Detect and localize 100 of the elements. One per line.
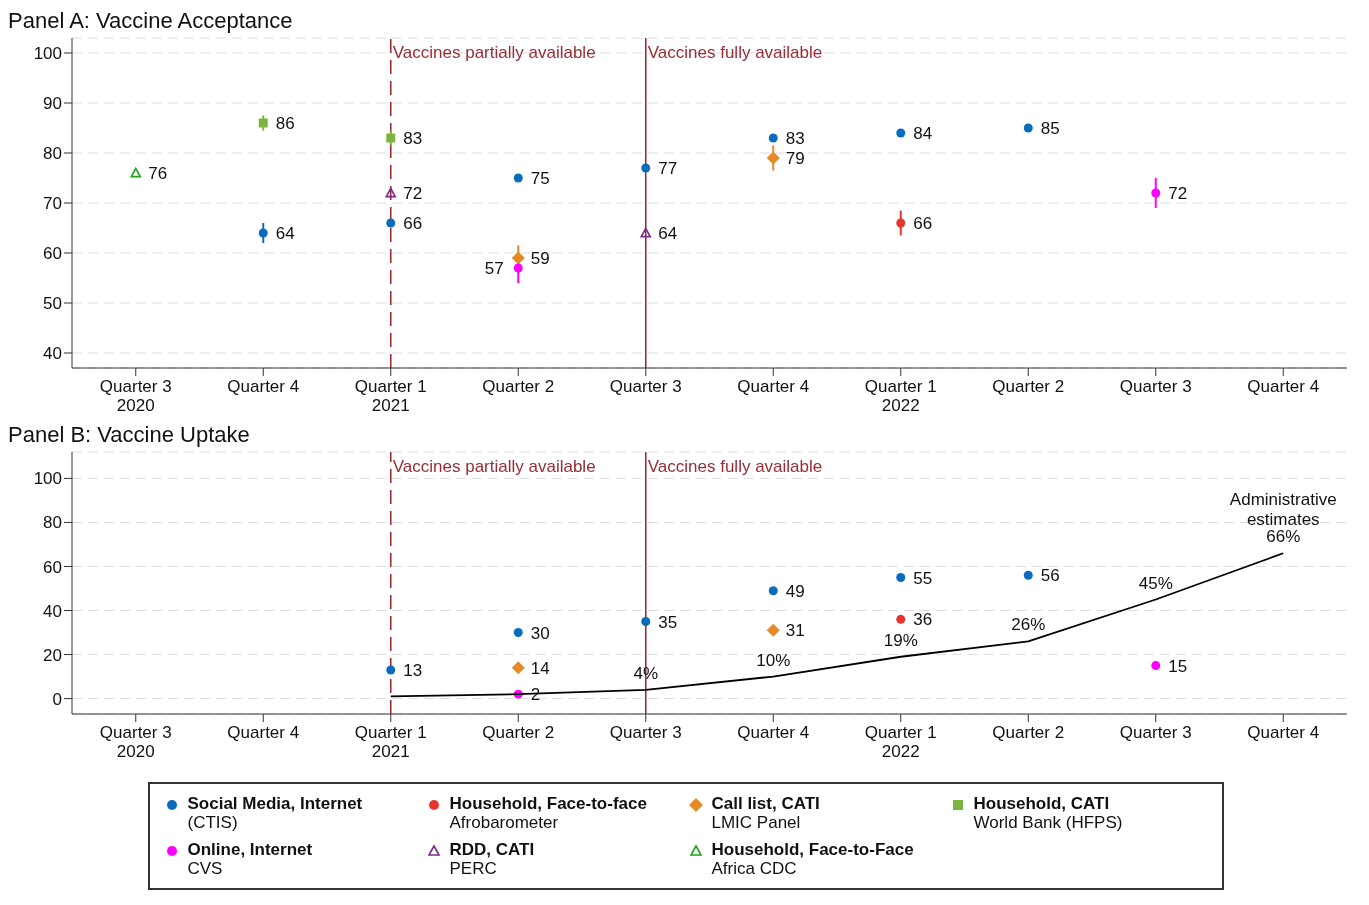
point [513, 173, 523, 183]
data-label: 66 [913, 214, 933, 234]
x-tick-label: Quarter 3 2020 [99, 723, 172, 761]
data-label: 72 [1168, 184, 1188, 204]
data-label: 10% [756, 650, 791, 670]
data-label: 77 [658, 159, 678, 179]
legend-label: Social Media, Internet (CTIS) [187, 794, 363, 832]
data-label: 26% [1011, 615, 1046, 635]
chart-title: Panel B: Vaccine Uptake [8, 422, 251, 448]
point [258, 228, 268, 238]
data-label: 66 [403, 214, 423, 234]
legend-label: RDD, CATI PERC [449, 840, 535, 878]
data-label: 55 [913, 568, 933, 588]
x-tick-label: Quarter 3 [1119, 377, 1192, 396]
x-tick-label: Quarter 1 2021 [354, 723, 427, 761]
point [130, 167, 142, 178]
x-tick-label: Quarter 4 [227, 723, 300, 742]
y-tick-label: 40 [43, 601, 62, 621]
point [768, 586, 778, 596]
data-label: 83 [403, 129, 423, 149]
ref-line-label: Vaccines partially available [392, 457, 596, 476]
legend-label: Household, CATI World Bank (HFPS) [973, 794, 1123, 832]
data-label: 85 [1040, 119, 1060, 139]
data-label: 30 [530, 623, 550, 643]
data-label: 72 [403, 184, 423, 204]
x-tick-label: Quarter 3 [609, 377, 682, 396]
y-tick-label: 40 [43, 344, 62, 364]
data-label: 31 [785, 621, 805, 641]
data-label: 59 [530, 249, 550, 269]
x-tick-label: Quarter 3 [609, 723, 682, 742]
point [1023, 123, 1033, 133]
x-tick-label: Quarter 4 [737, 377, 810, 396]
point [385, 187, 397, 198]
data-label: 36 [913, 610, 933, 630]
x-tick-label: Quarter 1 2021 [354, 377, 427, 415]
point [386, 665, 396, 675]
point [386, 133, 396, 143]
y-tick-label: 50 [43, 294, 62, 314]
x-tick-label: Quarter 2 [992, 723, 1065, 742]
y-tick-label: 80 [43, 513, 62, 533]
legend-label: Household, Face-to-face Afrobarometer [449, 794, 647, 832]
data-label: 13 [403, 661, 423, 680]
x-tick-label: Quarter 4 [1247, 377, 1320, 396]
y-tick-label: 60 [43, 244, 62, 264]
legend-label: Online, Internet CVS [187, 840, 313, 878]
point [896, 614, 906, 624]
data-label: 64 [275, 224, 295, 244]
point [766, 151, 780, 165]
text: Administrative estimates [1229, 490, 1337, 530]
point [1023, 570, 1033, 580]
point [386, 218, 396, 228]
point [896, 128, 906, 138]
data-label: 75 [530, 169, 550, 189]
data-label: 56 [1040, 566, 1060, 586]
legend-label: Household, Face-to-Face Africa CDC [711, 840, 914, 878]
y-tick-label: 100 [33, 469, 62, 489]
data-label: 14 [530, 658, 550, 678]
y-tick-label: 0 [52, 689, 62, 709]
y-tick-label: 70 [43, 194, 62, 214]
data-label: 45% [1138, 573, 1173, 593]
data-label: 86 [275, 114, 295, 134]
x-tick-label: Quarter 1 2022 [864, 377, 937, 415]
y-tick-label: 80 [43, 144, 62, 164]
y-tick-label: 90 [43, 94, 62, 114]
point [258, 118, 268, 128]
point [513, 263, 523, 273]
ref-line-label: Vaccines partially available [392, 43, 596, 62]
data-label: 76 [148, 164, 168, 184]
point [641, 163, 651, 173]
ref-line-label: Vaccines fully available [647, 43, 823, 62]
data-label: 64 [658, 224, 678, 244]
ref-line-label: Vaccines fully available [647, 457, 823, 476]
point [513, 628, 523, 638]
x-tick-label: Quarter 2 [482, 723, 555, 742]
data-label: 66% [1266, 527, 1301, 547]
x-tick-label: Quarter 3 [1119, 723, 1192, 742]
y-tick-label: 60 [43, 557, 62, 577]
point [896, 218, 906, 228]
point [896, 573, 906, 582]
point [768, 133, 778, 143]
x-tick-label: Quarter 1 2022 [864, 723, 937, 761]
data-label: 57 [484, 259, 504, 279]
point [766, 623, 780, 637]
data-label: 49 [785, 581, 805, 601]
data-label: 79 [785, 149, 805, 169]
data-label: 15 [1168, 656, 1188, 676]
y-tick-label: 100 [33, 44, 62, 64]
point [511, 251, 525, 265]
point [641, 617, 651, 627]
point [1151, 188, 1161, 198]
line-series [389, 552, 1285, 698]
y-tick-label: 20 [43, 645, 62, 665]
x-tick-label: Quarter 2 [992, 377, 1065, 396]
x-tick-label: Quarter 3 2020 [99, 377, 172, 415]
data-label: 83 [785, 129, 805, 149]
legend-label: Call list, CATI LMIC Panel [711, 794, 820, 832]
data-label: 19% [883, 630, 918, 650]
chart-title: Panel A: Vaccine Acceptance [8, 8, 294, 34]
x-tick-label: Quarter 4 [1247, 723, 1320, 742]
point [511, 661, 525, 675]
